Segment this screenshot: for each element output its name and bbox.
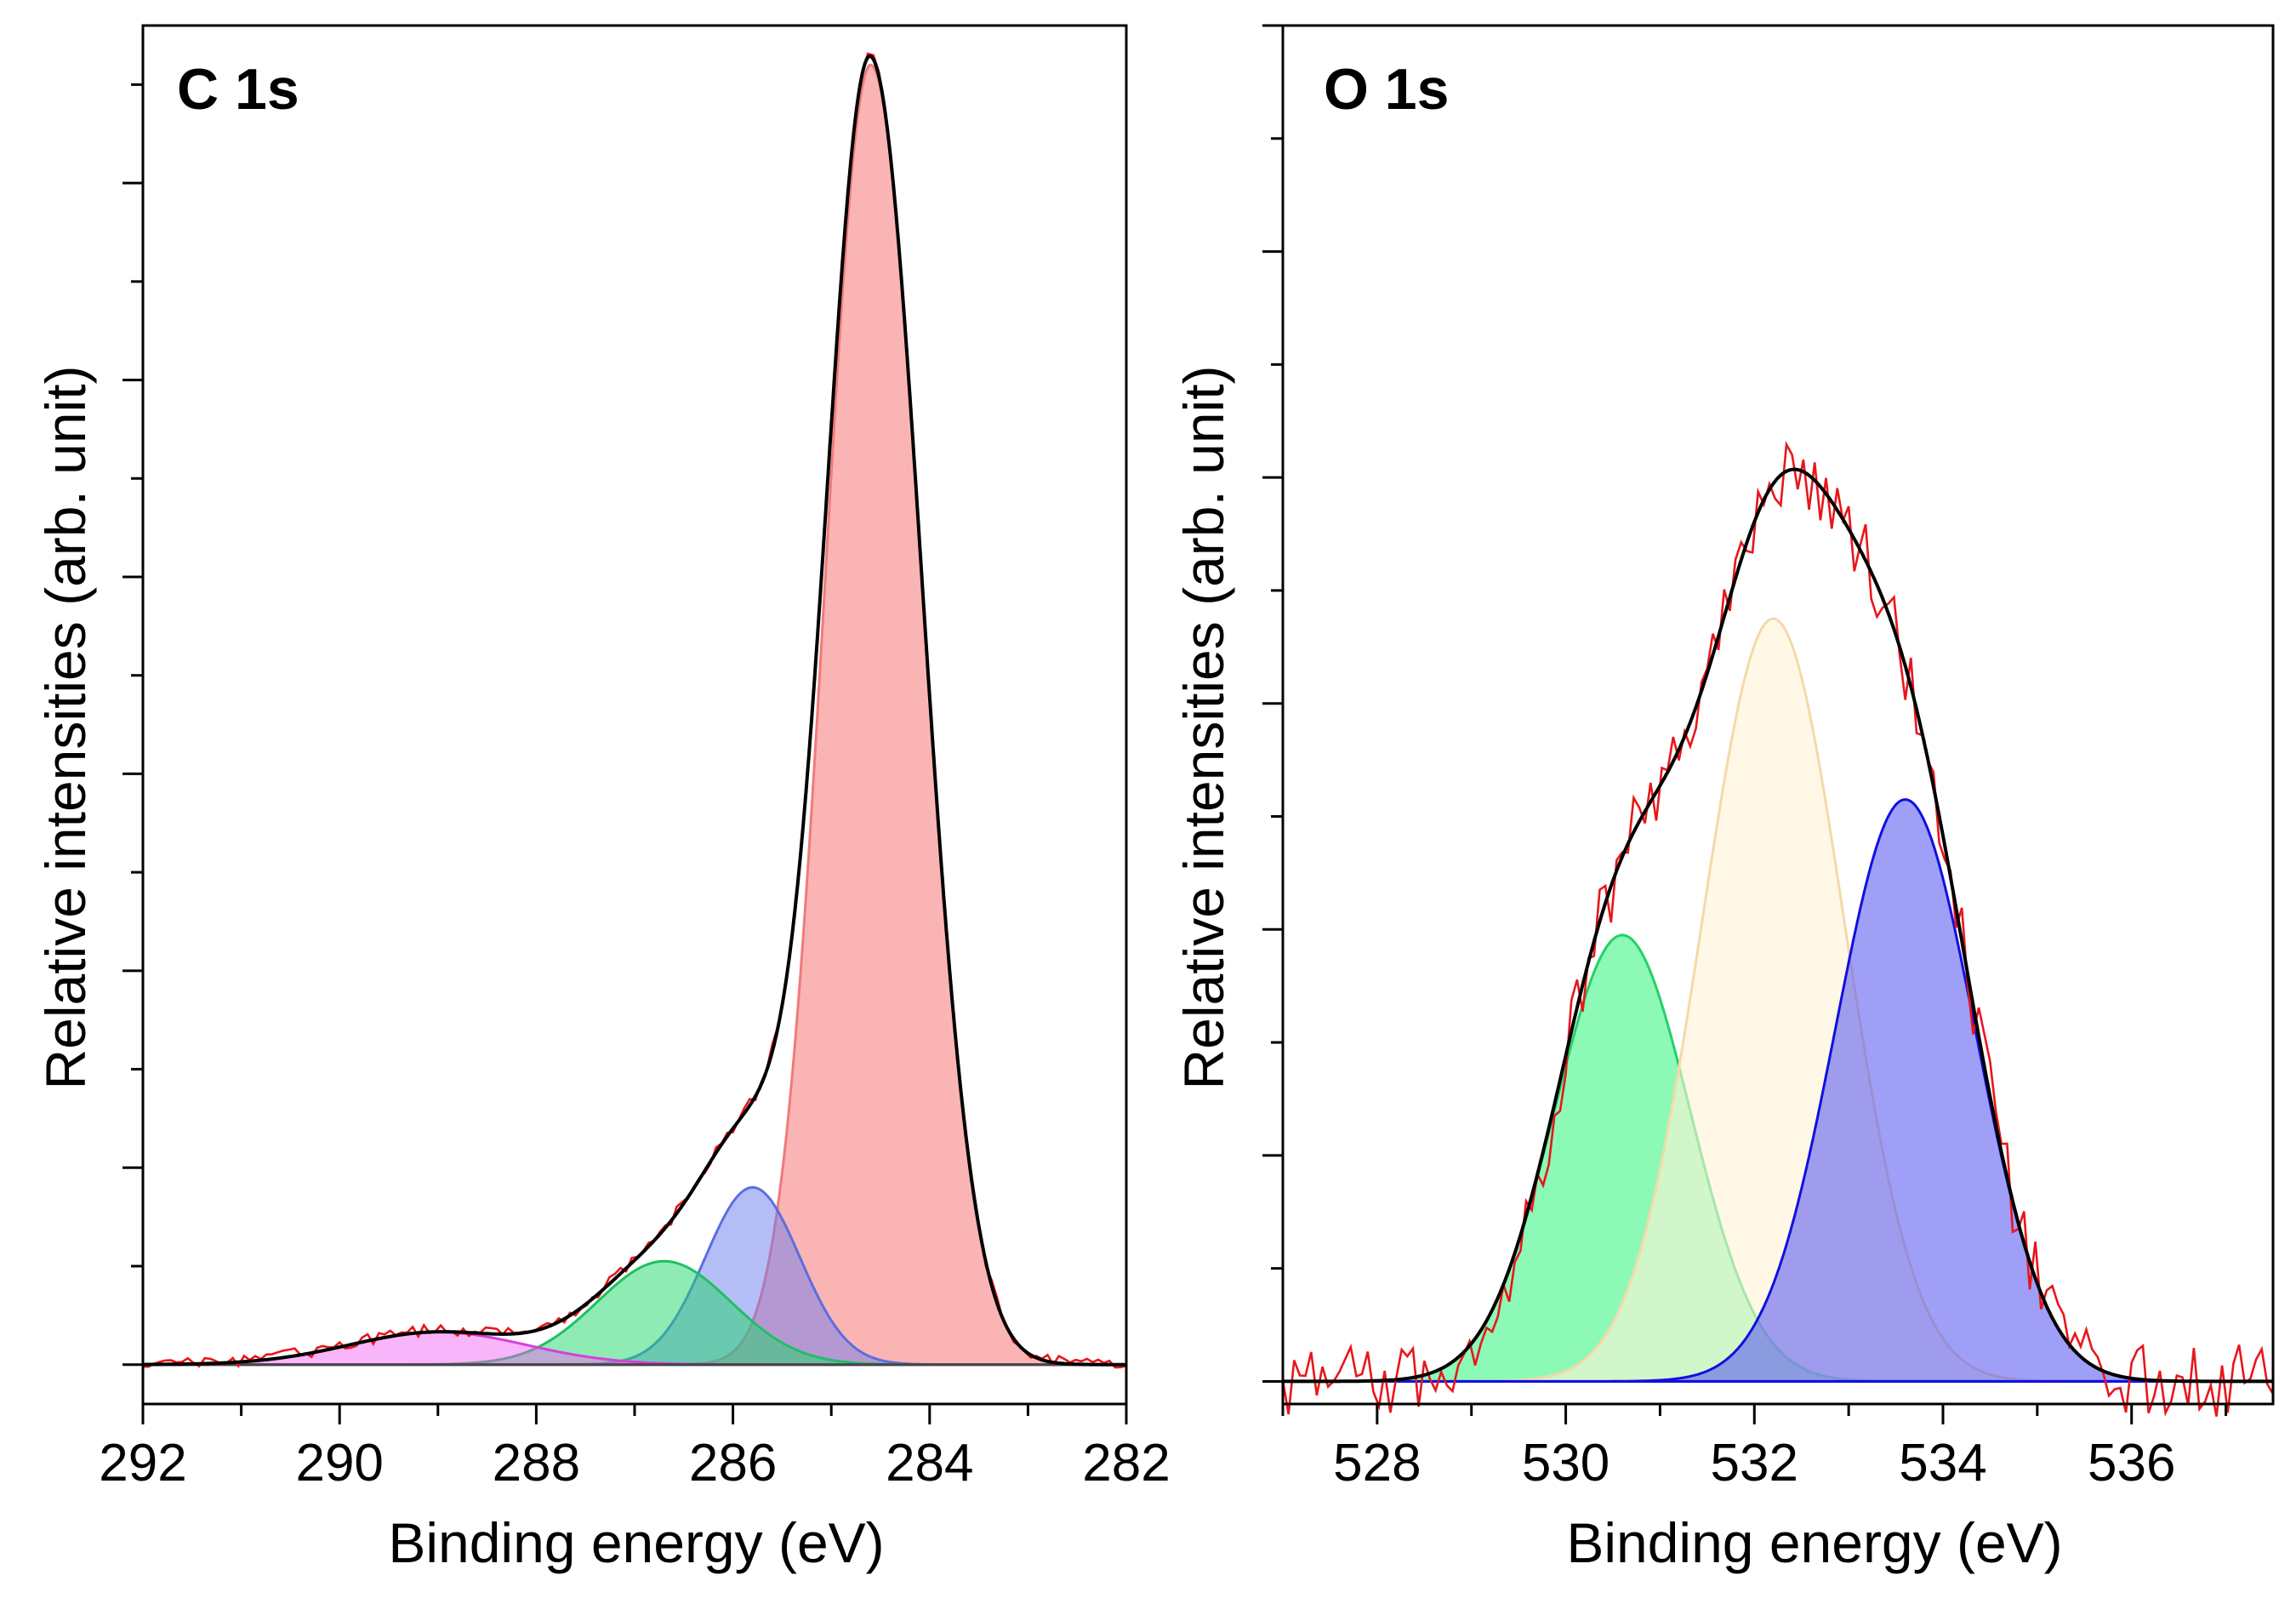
c1s-x-tick-label: 292 — [99, 1434, 186, 1492]
c1s-x-tick-label: 288 — [493, 1434, 580, 1492]
c1s-x-tick-label: 284 — [886, 1434, 973, 1492]
c1s-plot-frame — [141, 24, 1128, 1406]
c1s-x-tick-label: 290 — [295, 1434, 383, 1492]
o1s-panel-title: O 1s — [1324, 57, 1449, 122]
c1s-x-tick-label: 282 — [1082, 1434, 1170, 1492]
c1s-component-peak-1 — [143, 63, 1126, 1367]
o1s-x-tick-label: 536 — [2088, 1434, 2175, 1492]
o1s-x-tick-label: 530 — [1522, 1434, 1609, 1492]
c1s-panel: C 1s Binding energy (eV) Relative intensit… — [34, 24, 1171, 1574]
o1s-panel: O 1s Binding energy (eV) Relative intensit… — [1172, 24, 2275, 1574]
o1s-component-peak-2 — [1283, 617, 2273, 1383]
c1s-x-axis-title: Binding energy (eV) — [388, 1511, 884, 1574]
c1s-panel-title: C 1s — [177, 57, 299, 122]
o1s-x-tick-label: 534 — [1899, 1434, 1986, 1492]
c1s-y-axis-title: Relative intensities (arb. unit) — [34, 365, 97, 1089]
o1s-y-axis-title: Relative intensities (arb. unit) — [1172, 365, 1235, 1089]
c1s-fit-envelope — [143, 54, 1126, 1367]
o1s-measured-spectrum — [1281, 440, 2275, 1417]
o1s-x-tick-label: 528 — [1333, 1434, 1421, 1492]
o1s-plot-frame — [1281, 24, 2275, 1406]
c1s-x-tick-label: 286 — [689, 1434, 777, 1492]
c1s-measured-spectrum — [142, 52, 1127, 1369]
o1s-x-axis-title: Binding energy (eV) — [1566, 1511, 2062, 1574]
o1s-x-tick-label: 532 — [1711, 1434, 1798, 1492]
o1s-fit-envelope — [1283, 467, 2273, 1384]
